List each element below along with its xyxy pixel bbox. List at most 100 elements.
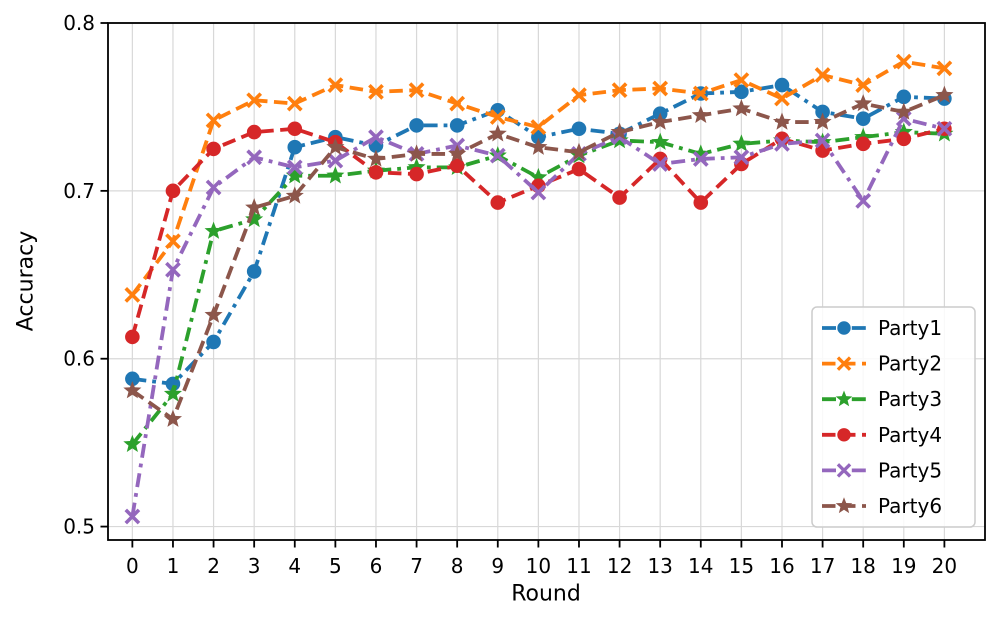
data-point-marker [896, 89, 912, 105]
data-point-marker [571, 87, 587, 104]
x-tick-label: 16 [769, 554, 794, 578]
y-tick-label: 0.5 [63, 515, 95, 539]
data-point-marker [692, 151, 709, 167]
data-point-marker [774, 77, 790, 93]
data-point-marker [125, 371, 140, 387]
x-tick-label: 11 [566, 554, 591, 578]
series-line-party6 [131, 93, 946, 422]
legend-item-party6: Party6 [822, 494, 942, 518]
data-point-marker [287, 139, 303, 155]
data-point-marker [165, 183, 181, 199]
data-point-marker [895, 110, 912, 127]
data-point-marker [814, 67, 831, 83]
legend-item-party4: Party4 [822, 423, 942, 447]
axis-ticks: 0 1 2 3 4 5 6 7 8 9 10 11 12 13 14 15 16 17 18 19 200.50.60.… [63, 11, 957, 578]
data-point-marker [448, 144, 467, 162]
data-point-marker [327, 77, 344, 93]
data-point-marker [772, 112, 792, 130]
data-point-marker [204, 221, 223, 239]
data-point-marker [286, 159, 303, 176]
data-point-marker [449, 118, 465, 133]
data-point-marker [245, 198, 264, 216]
data-point-marker [123, 434, 142, 453]
x-tick-label: 10 [526, 554, 551, 578]
data-point-marker [246, 124, 262, 140]
data-point-marker [855, 136, 871, 152]
data-point-marker [894, 122, 913, 140]
data-point-marker [571, 121, 587, 137]
series-markers-party2 [124, 53, 953, 303]
data-point-marker [854, 94, 873, 112]
data-point-marker [246, 149, 263, 166]
data-point-marker [936, 60, 953, 77]
data-point-marker [813, 112, 832, 130]
data-point-marker [855, 193, 872, 209]
data-point-marker [530, 119, 547, 135]
legend-label: Party6 [878, 494, 942, 518]
data-point-marker [610, 122, 629, 140]
data-point-marker [571, 161, 587, 177]
x-tick-label: 2 [207, 554, 220, 578]
x-tick-label: 6 [370, 554, 383, 578]
data-point-marker [815, 104, 830, 120]
data-point-marker [124, 508, 141, 525]
series-markers-party6 [123, 85, 954, 427]
data-point-marker [836, 463, 852, 478]
y-tick-label: 0.6 [63, 347, 95, 371]
data-point-marker [569, 142, 589, 160]
data-point-marker [286, 95, 303, 112]
data-point-marker [691, 144, 710, 162]
x-tick-label: 20 [932, 554, 957, 578]
data-point-marker [693, 195, 709, 210]
data-point-marker [733, 149, 750, 166]
series-line-party2 [130, 59, 945, 297]
data-point-marker [407, 144, 426, 162]
x-tick-label: 1 [167, 554, 180, 578]
data-point-marker [855, 111, 871, 126]
data-point-marker [836, 356, 852, 371]
data-point-marker [529, 167, 548, 186]
data-point-marker [165, 261, 181, 278]
y-axis-title: Accuracy [13, 230, 39, 332]
data-point-marker [489, 147, 506, 164]
legend-item-party1: Party1 [822, 316, 942, 340]
x-tick-label: 5 [329, 554, 342, 578]
data-point-marker [732, 99, 751, 117]
data-point-marker [837, 428, 851, 442]
series-line-party5 [130, 116, 945, 517]
data-point-marker [652, 80, 669, 97]
data-point-marker [124, 287, 141, 303]
x-tick-label: 12 [607, 554, 632, 578]
data-point-marker [734, 84, 749, 100]
data-point-marker [652, 156, 669, 172]
x-tick-label: 18 [850, 554, 875, 578]
x-tick-label: 0 [126, 554, 139, 578]
legend: Party1 Party2 Party3 Party4 Party5 Party6 [811, 306, 976, 528]
data-point-marker [935, 85, 954, 103]
data-point-marker [691, 105, 710, 124]
data-point-marker [206, 141, 221, 157]
data-point-marker [835, 497, 853, 514]
data-point-marker [163, 384, 182, 402]
data-point-marker [163, 409, 182, 427]
legend-label: Party1 [878, 316, 942, 340]
data-point-marker [733, 72, 750, 88]
data-point-marker [204, 305, 223, 323]
legend-item-party5: Party5 [822, 458, 942, 482]
data-point-marker [408, 82, 425, 99]
data-point-marker [774, 135, 790, 152]
data-point-marker [368, 165, 384, 180]
x-tick-label: 19 [891, 554, 916, 578]
x-tick-label: 3 [248, 554, 261, 578]
x-tick-label: 9 [491, 554, 504, 578]
legend-item-party2: Party2 [822, 352, 942, 376]
legend-label: Party3 [878, 387, 942, 411]
data-point-marker [407, 157, 426, 176]
data-point-marker [611, 82, 628, 99]
data-point-marker [490, 195, 506, 210]
x-tick-label: 17 [810, 554, 835, 578]
data-point-marker [165, 233, 181, 250]
series-party2 [124, 53, 953, 303]
